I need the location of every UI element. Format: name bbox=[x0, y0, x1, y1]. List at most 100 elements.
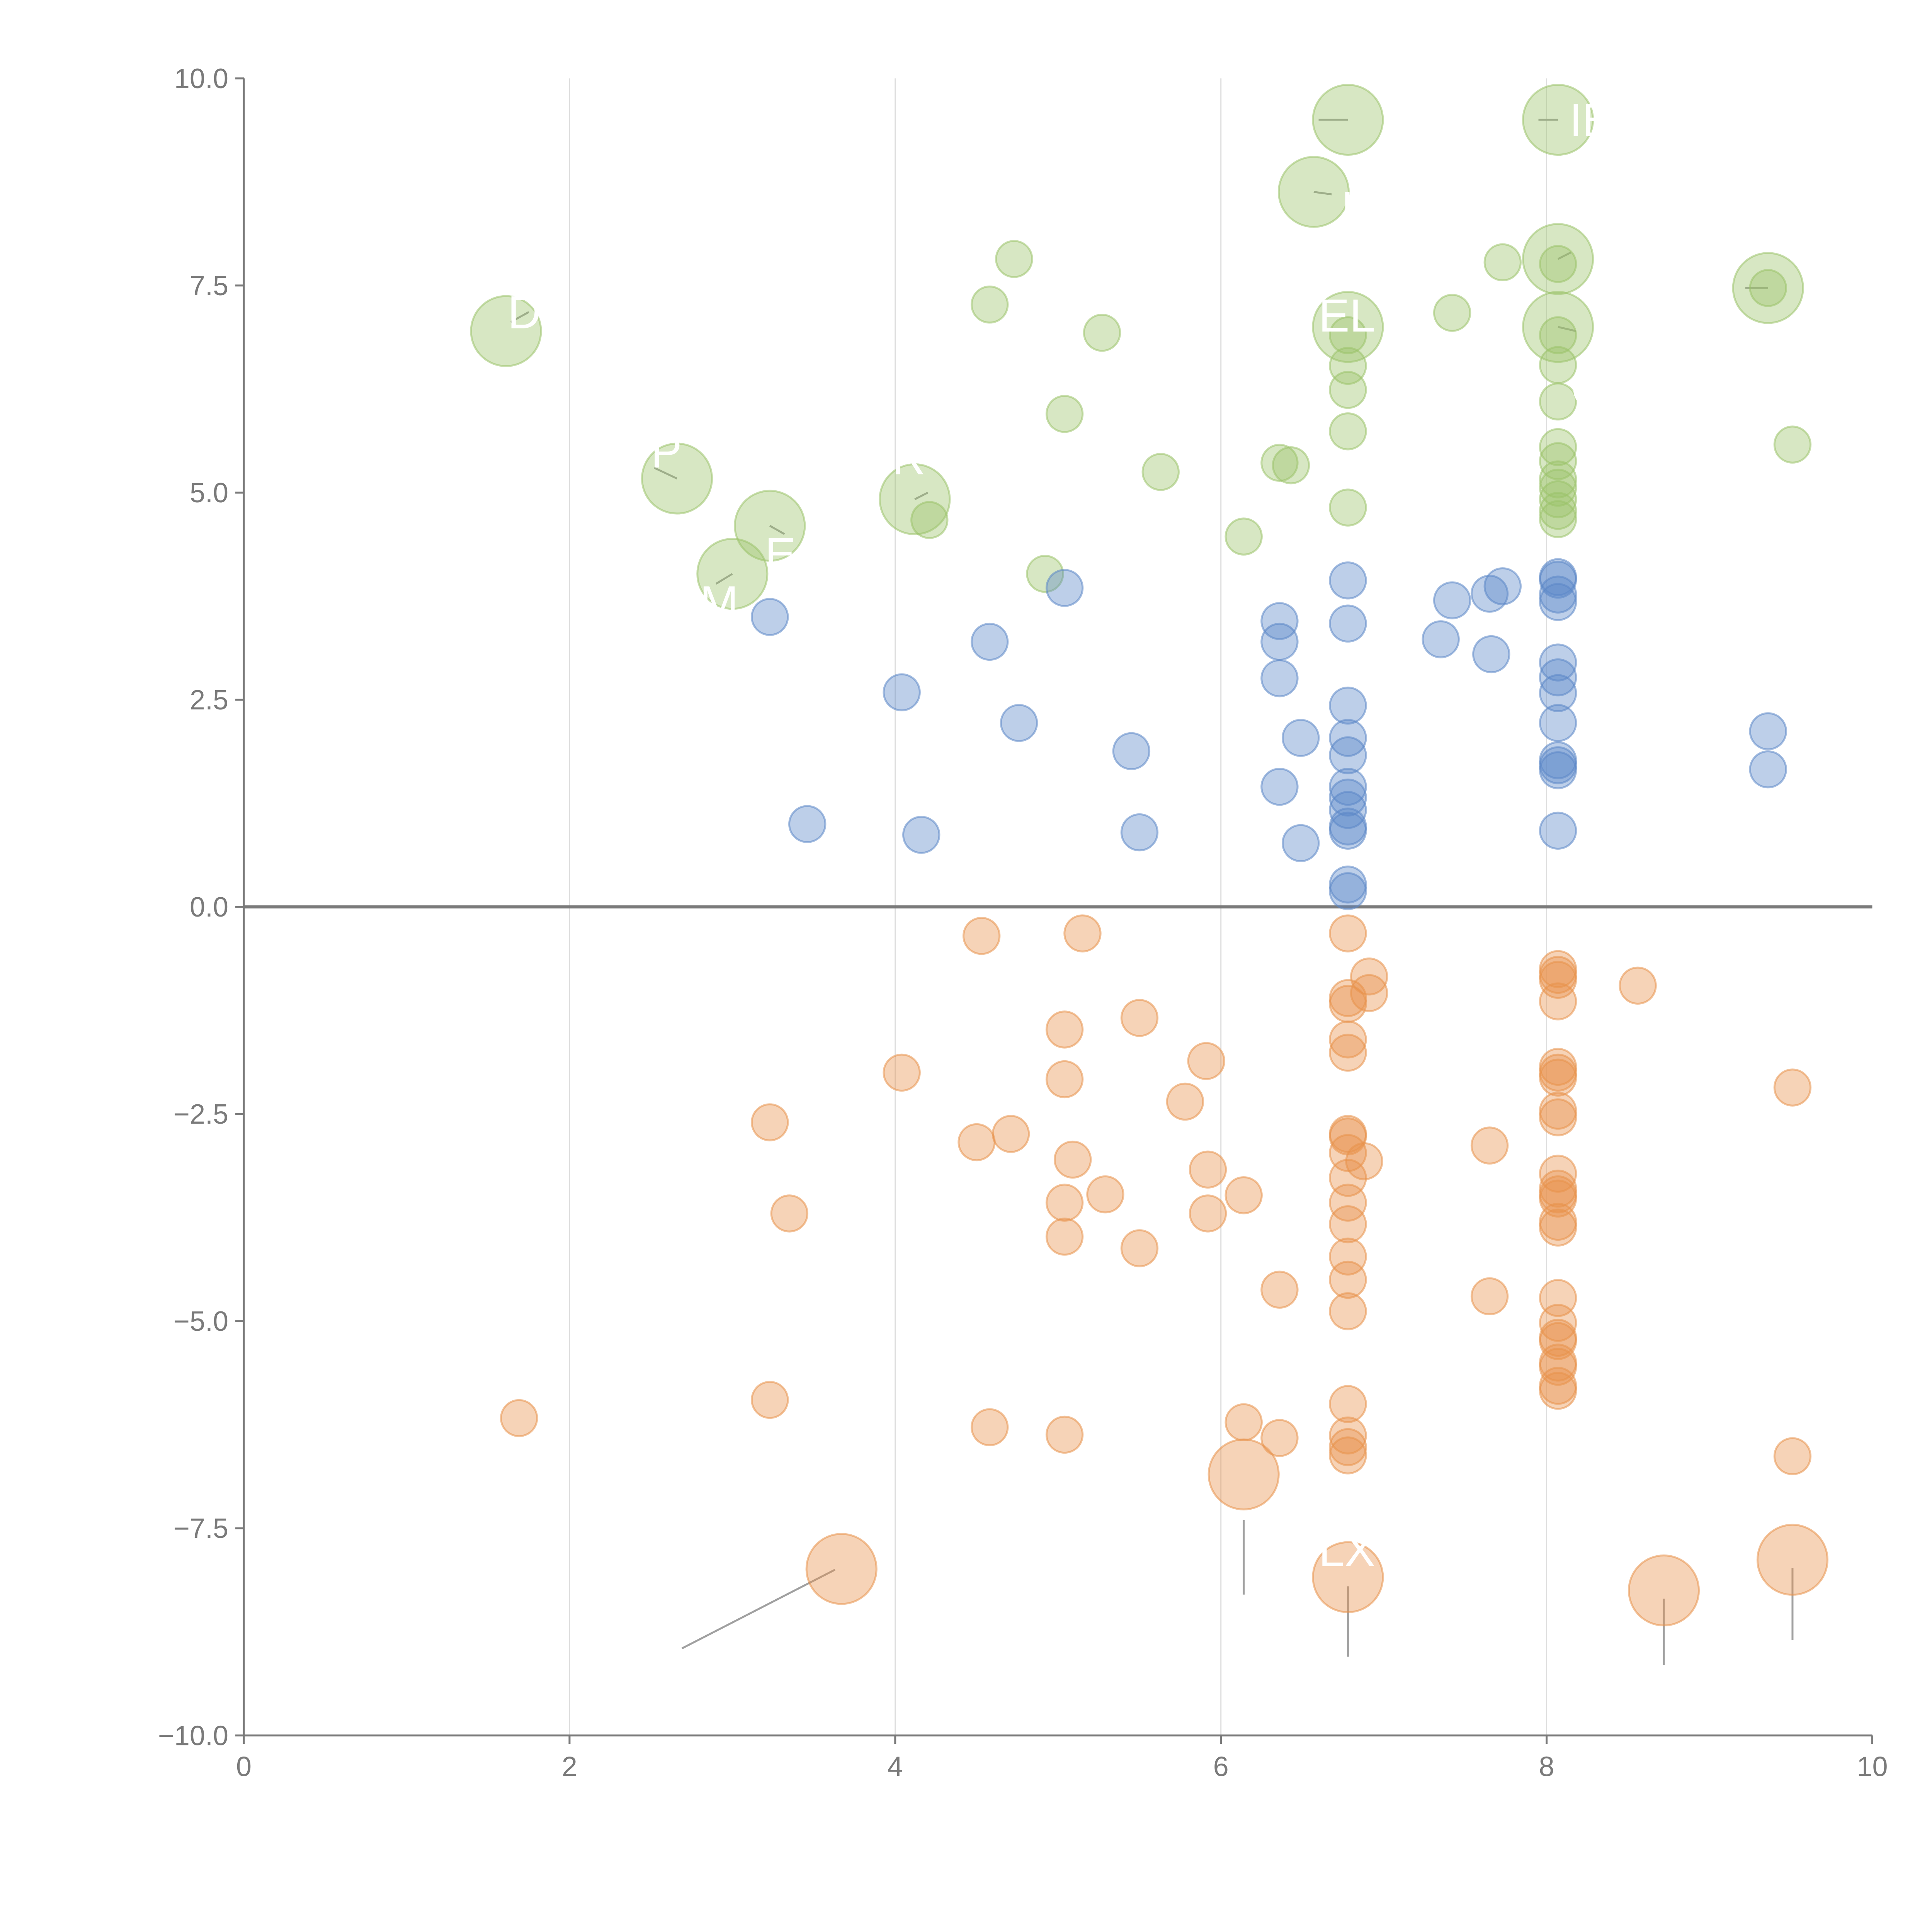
orange-data-point bbox=[1539, 1058, 1577, 1097]
blue-data-point bbox=[788, 805, 827, 843]
green-data-point bbox=[641, 442, 713, 515]
orange-data-point bbox=[1470, 1277, 1509, 1316]
blue-data-point bbox=[1539, 560, 1577, 599]
leader-line bbox=[510, 311, 529, 323]
orange-data-point bbox=[883, 1053, 921, 1092]
blue-data-point bbox=[1329, 604, 1367, 643]
leader-line bbox=[769, 525, 785, 535]
x-tick-label: 10 bbox=[1857, 1751, 1888, 1782]
orange-data-point bbox=[1329, 1292, 1367, 1330]
annotation-label: D bbox=[508, 287, 541, 338]
orange-data-point bbox=[500, 1399, 538, 1437]
orange-data-point bbox=[1329, 1020, 1367, 1059]
blue-data-point bbox=[1539, 811, 1577, 850]
orange-data-point bbox=[962, 917, 1001, 955]
orange-data-point bbox=[1539, 1098, 1577, 1136]
orange-data-point bbox=[1539, 1208, 1577, 1247]
green-data-point bbox=[1539, 245, 1577, 283]
blue-data-point bbox=[1539, 704, 1577, 742]
green-data-point bbox=[1749, 269, 1787, 307]
orange-data-point bbox=[1539, 1179, 1577, 1218]
orange-data-point bbox=[1329, 1428, 1367, 1466]
orange-data-point bbox=[1345, 1142, 1383, 1180]
blue-data-point bbox=[1472, 635, 1510, 673]
orange-data-point bbox=[1045, 1218, 1084, 1256]
orange-data-point bbox=[1045, 1184, 1084, 1222]
blue-data-point bbox=[1539, 583, 1577, 621]
blue-data-point bbox=[1260, 602, 1299, 640]
blue-data-point bbox=[1000, 704, 1038, 742]
orange-data-point bbox=[1539, 961, 1577, 999]
blue-data-point bbox=[1433, 581, 1471, 619]
orange-data-point bbox=[1120, 1229, 1159, 1267]
axis-ticks: 0 2 4 6 8 10 −10.0 −7.5 −5.0 −2.5 0.0 2.… bbox=[158, 63, 1888, 1782]
green-data-point bbox=[1539, 316, 1577, 354]
blue-data-point bbox=[1749, 750, 1787, 789]
blue-data-point bbox=[1120, 813, 1159, 852]
orange-data-point bbox=[1539, 1372, 1577, 1410]
orange-data-point bbox=[1470, 1126, 1509, 1165]
orange-data-point bbox=[1773, 1068, 1812, 1107]
green-data-point bbox=[1260, 444, 1299, 482]
green-data-point bbox=[1539, 468, 1577, 507]
annotation-label: G bbox=[1571, 364, 1607, 415]
orange-data-point bbox=[1539, 982, 1577, 1020]
orange-data-point bbox=[1189, 1194, 1227, 1233]
orange-data-point bbox=[1312, 1541, 1384, 1613]
blue-data-point bbox=[1329, 767, 1367, 806]
y-tick-label: 5.0 bbox=[190, 478, 228, 509]
orange-data-point bbox=[957, 1123, 996, 1162]
green-data-point bbox=[1433, 294, 1471, 332]
green-data-point bbox=[1539, 428, 1577, 466]
green-data-point bbox=[1539, 500, 1577, 538]
green-data-point bbox=[879, 463, 951, 536]
orange-data-point bbox=[1045, 1060, 1084, 1099]
orange-data-point bbox=[1166, 1082, 1204, 1121]
orange-data-point bbox=[1063, 914, 1102, 952]
orange-data-point bbox=[1329, 1385, 1367, 1423]
blue-data-point bbox=[1749, 712, 1787, 750]
orange-data-point bbox=[770, 1194, 809, 1233]
green-data-point bbox=[1272, 446, 1310, 485]
leader-line bbox=[654, 467, 678, 480]
green-data-point bbox=[1522, 83, 1594, 156]
leader-lines bbox=[510, 119, 1794, 1665]
blue-data-point bbox=[751, 598, 789, 636]
x-tick-label: 6 bbox=[1213, 1751, 1229, 1782]
orange-data-point bbox=[1120, 999, 1159, 1037]
green-data-point bbox=[1312, 83, 1384, 156]
green-data-point bbox=[734, 490, 806, 562]
y-tick-label: −7.5 bbox=[173, 1513, 228, 1544]
green-data-point bbox=[1225, 517, 1263, 556]
orange-data-point bbox=[1329, 1416, 1367, 1455]
annotation-label: P bbox=[651, 426, 682, 478]
blue-data-point bbox=[1329, 872, 1367, 910]
blue-data-point bbox=[1539, 674, 1577, 713]
green-data-point bbox=[1329, 412, 1367, 451]
green-data-point bbox=[1329, 316, 1367, 354]
annotation-label: EL bbox=[1319, 290, 1376, 342]
orange-data-point bbox=[971, 1408, 1009, 1446]
annotation-label: L bbox=[1342, 182, 1367, 234]
green-data-point bbox=[995, 240, 1033, 278]
blue-data-point bbox=[1045, 569, 1084, 607]
blue-data-point bbox=[1539, 658, 1577, 697]
green-data-point bbox=[1773, 425, 1812, 464]
annotation-label: E bbox=[765, 529, 796, 580]
orange-data-point bbox=[805, 1533, 878, 1605]
y-tick-label: −2.5 bbox=[173, 1099, 228, 1130]
green-data-point bbox=[1026, 554, 1064, 593]
orange-data-point bbox=[1773, 1437, 1812, 1475]
orange-data-point bbox=[1329, 1237, 1367, 1276]
green-data-point bbox=[1539, 480, 1577, 519]
green-data-point bbox=[1329, 488, 1367, 527]
orange-data-point bbox=[1260, 1419, 1299, 1457]
orange-data-point bbox=[1045, 1010, 1084, 1049]
orange-data-point bbox=[1329, 914, 1367, 952]
green-data-point bbox=[1483, 243, 1522, 282]
blue-data-point bbox=[1329, 561, 1367, 600]
x-tick-label: 2 bbox=[562, 1751, 577, 1782]
blue-data-point bbox=[1329, 736, 1367, 774]
blue-data-point bbox=[1112, 732, 1151, 770]
orange-data-point bbox=[1225, 1176, 1263, 1214]
